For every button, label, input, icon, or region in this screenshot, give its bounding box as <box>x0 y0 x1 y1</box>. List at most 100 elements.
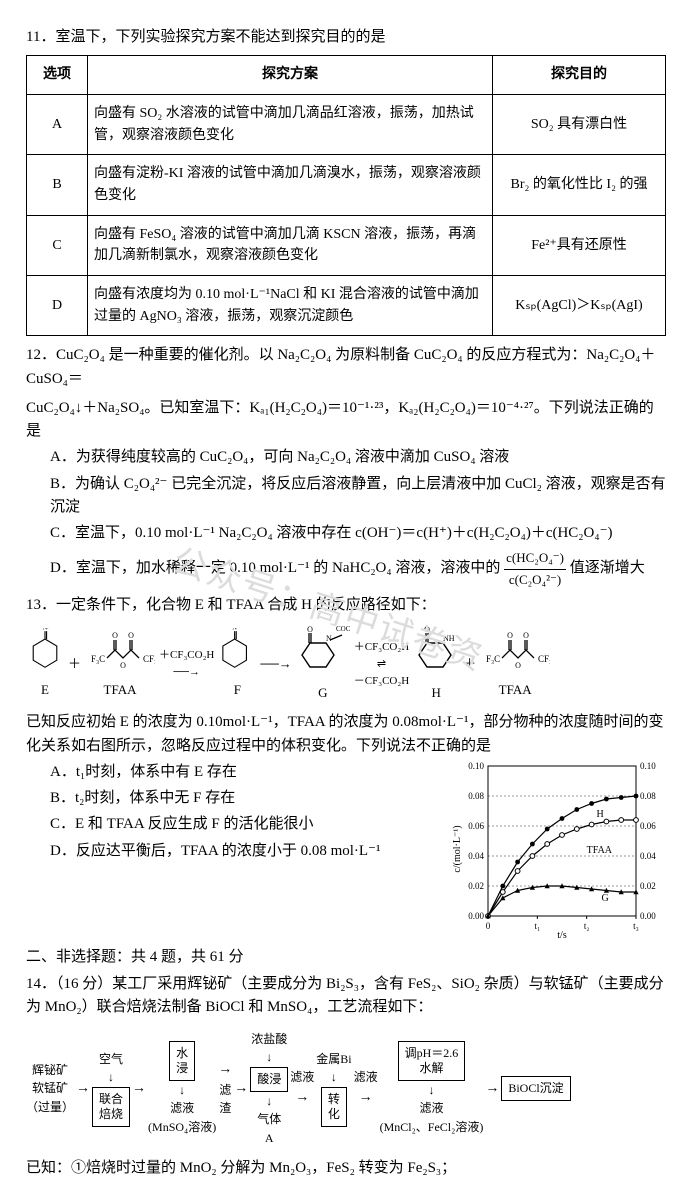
q12-opt-d: D．室温下，加水稀释一定 0.10 mol·L⁻¹ 的 NaHC₂O₄ 溶液，溶… <box>50 548 666 589</box>
h-plan: 探究方案 <box>88 56 493 95</box>
cell-plan: 向盛有浓度均为 0.10 mol·L⁻¹NaCl 和 KI 混合溶液的试管中滴加… <box>88 276 493 336</box>
below2b: (MnSO₄溶液) <box>148 1118 216 1137</box>
q11-number: 11． <box>26 29 55 45</box>
flow-box-leach: 水 浸 <box>169 1041 195 1081</box>
label-tfaa: TFAA <box>85 680 155 700</box>
label-e: E <box>26 680 64 700</box>
svg-text:F₃C: F₃C <box>486 654 500 664</box>
svg-text:CF₃: CF₃ <box>538 654 550 664</box>
svg-text:O: O <box>120 661 126 670</box>
q14-known: 已知：①焙烧时过量的 MnO₂ 分解为 Mn₂O₃，FeS₂ 转变为 Fe₂S₃… <box>26 1157 666 1180</box>
svg-text:0.00: 0.00 <box>640 911 656 921</box>
q12-options: A．为获得纯度较高的 CuC₂O₄，可向 Na₂C₂O₄ 溶液中滴加 CuSO₄… <box>26 446 666 589</box>
arrow-down-icon: ↓ <box>428 1081 434 1100</box>
cell-goal: Br₂ 的氧化性比 I₂ 的强 <box>493 155 666 215</box>
flow-lye: 滤液 <box>290 1068 314 1087</box>
arrow-down-icon: ↓ <box>108 1068 114 1087</box>
flow-in1: 辉铋矿 <box>32 1061 68 1080</box>
flow-in3: （过量） <box>26 1098 74 1117</box>
label-g: G <box>296 683 350 703</box>
svg-text:0: 0 <box>486 921 491 931</box>
arrow-icon: → <box>485 1078 499 1100</box>
svg-text:O: O <box>507 631 513 640</box>
plus: ＋ <box>68 654 81 674</box>
arrow-1: ＋CF₃CO₂H ──→ <box>159 647 214 681</box>
arrow-icon: → <box>218 1059 232 1081</box>
svg-text:0.06: 0.06 <box>468 821 484 831</box>
flow-box-acid: 酸浸 <box>250 1067 288 1092</box>
arrow-icon: → <box>295 1087 309 1109</box>
q13-opt-b: B．t₂时刻，体系中无 F 存在 <box>50 787 442 810</box>
arrow-3-top: ＋CF₃CO₂H <box>354 639 409 656</box>
q13-opt-d: D．反应达平衡后，TFAA 的浓度小于 0.08 mol·L⁻¹ <box>50 840 442 863</box>
q12-opt-a: A．为获得纯度较高的 CuC₂O₄，可向 Na₂C₂O₄ 溶液中滴加 CuSO₄… <box>50 446 666 469</box>
q13-opt-c: C．E 和 TFAA 反应生成 F 的活化能很小 <box>50 813 442 836</box>
box-text: 水 浸 <box>176 1046 188 1076</box>
q13-text: 一定条件下，化合物 E 和 TFAA 合成 H 的反应路径如下： <box>56 597 436 613</box>
svg-text:H: H <box>597 809 604 820</box>
q13-opt-a: A．t₁时刻，体系中有 E 存在 <box>50 761 442 784</box>
flow-box-roast: 联合 焙烧 <box>92 1087 130 1127</box>
svg-text:0.04: 0.04 <box>468 851 484 861</box>
svg-text:0.00: 0.00 <box>468 911 484 921</box>
svg-text:G: G <box>601 893 608 904</box>
svg-text:F₃C: F₃C <box>91 654 105 664</box>
table-row: C 向盛有 FeSO₄ 溶液的试管中滴加几滴 KSCN 溶液，振荡，再滴加几滴新… <box>27 215 666 275</box>
below5: 滤液 <box>419 1099 443 1118</box>
svg-text:0.02: 0.02 <box>468 881 484 891</box>
q12-opt-c: C．室温下，0.10 mol·L⁻¹ Na₂C₂O₄ 溶液中存在 c(OH⁻)＝… <box>50 522 666 545</box>
flow-inputs: 辉铋矿 软锰矿 （过量） <box>26 1061 74 1117</box>
q12-text-b: CuC₂O₄↓＋Na₂SO₄。已知室温下：Kₐ₁(H₂C₂O₄)＝10⁻¹·²³… <box>26 397 666 444</box>
q13-number: 13． <box>26 597 56 613</box>
arrow-3: ＋CF₃CO₂H ⇌ －CF₃CO₂H <box>354 639 409 690</box>
cell-plan: 向盛有 FeSO₄ 溶液的试管中滴加几滴 KSCN 溶液，振荡，再滴加几滴新制氯… <box>88 215 493 275</box>
q14-known-text: 已知：①焙烧时过量的 MnO₂ 分解为 Mn₂O₃，FeS₂ 转变为 Fe₂S₃… <box>26 1160 456 1176</box>
arrow-3-bot: －CF₃CO₂H <box>354 673 409 690</box>
flow-hcl: 浓盐酸 <box>251 1030 287 1049</box>
svg-text:0.10: 0.10 <box>640 761 656 771</box>
table-row: B 向盛有淀粉-KI 溶液的试管中滴加几滴溴水，振荡，观察溶液颜色变化 Br₂ … <box>27 155 666 215</box>
flow-air-label: 空气 <box>99 1050 123 1069</box>
q12-number: 12． <box>26 347 56 363</box>
flow-res: 滤 渣 <box>219 1081 231 1118</box>
cell-opt: D <box>27 276 88 336</box>
flow-box-convert: 转 化 <box>321 1087 347 1127</box>
svg-text:0.04: 0.04 <box>640 851 656 861</box>
svg-text:0.10: 0.10 <box>468 761 484 771</box>
arrow-down-icon: ↓ <box>331 1068 337 1087</box>
svg-text:CF₃: CF₃ <box>143 654 155 664</box>
q12-stem: 12．CuC₂O₄ 是一种重要的催化剂。以 Na₂C₂O₄ 为原料制备 CuC₂… <box>26 344 666 391</box>
svg-text:0.08: 0.08 <box>468 791 484 801</box>
svg-text:O: O <box>307 625 313 634</box>
svg-text:N: N <box>326 634 332 643</box>
svg-text:N: N <box>233 628 238 632</box>
svg-text:t₃: t₃ <box>633 921 639 931</box>
svg-text:O: O <box>523 631 529 640</box>
label-tfaa2: TFAA <box>480 680 550 700</box>
table-header-row: 选项 探究方案 探究目的 <box>27 56 666 95</box>
mol-f: N OOCCF₃ F <box>218 628 256 700</box>
q11-table: 选项 探究方案 探究目的 A 向盛有 SO₂ 水溶液的试管中滴加几滴品红溶液，振… <box>26 55 666 336</box>
section-2-header: 二、非选择题：共 4 题，共 61 分 <box>26 946 666 969</box>
flow-in2: 软锰矿 <box>32 1079 68 1098</box>
arrow-down-icon: ↓ <box>266 1092 272 1111</box>
plus: ＋ <box>463 654 476 674</box>
cell-goal: SO₂ 具有漂白性 <box>493 94 666 154</box>
frac-top: c(HC₂O₄⁻) <box>504 548 566 569</box>
h-goal: 探究目的 <box>493 56 666 95</box>
svg-text:O: O <box>424 625 430 634</box>
arrow-icon: → <box>132 1078 146 1100</box>
mol-h: NH O H <box>413 625 459 703</box>
flow-lye2: 滤液 <box>354 1068 378 1087</box>
q14-number: 14． <box>26 976 56 992</box>
arrow-down-icon: ↓ <box>179 1081 185 1100</box>
svg-text:O: O <box>128 631 134 640</box>
svg-text:t₁: t₁ <box>535 921 541 931</box>
cell-plan: 向盛有 SO₂ 水溶液的试管中滴加几滴品红溶液，振荡，加热试管，观察溶液颜色变化 <box>88 94 493 154</box>
below3: 气体 A <box>257 1110 281 1147</box>
cell-opt: A <box>27 94 88 154</box>
svg-text:NH: NH <box>443 634 455 643</box>
q12-opt-d-pre: D．室温下，加水稀释一定 0.10 mol·L⁻¹ 的 NaHC₂O₄ 溶液，溶… <box>50 561 500 577</box>
svg-text:COCF₃: COCF₃ <box>336 625 350 633</box>
arrow-2: ──→ <box>260 654 291 674</box>
